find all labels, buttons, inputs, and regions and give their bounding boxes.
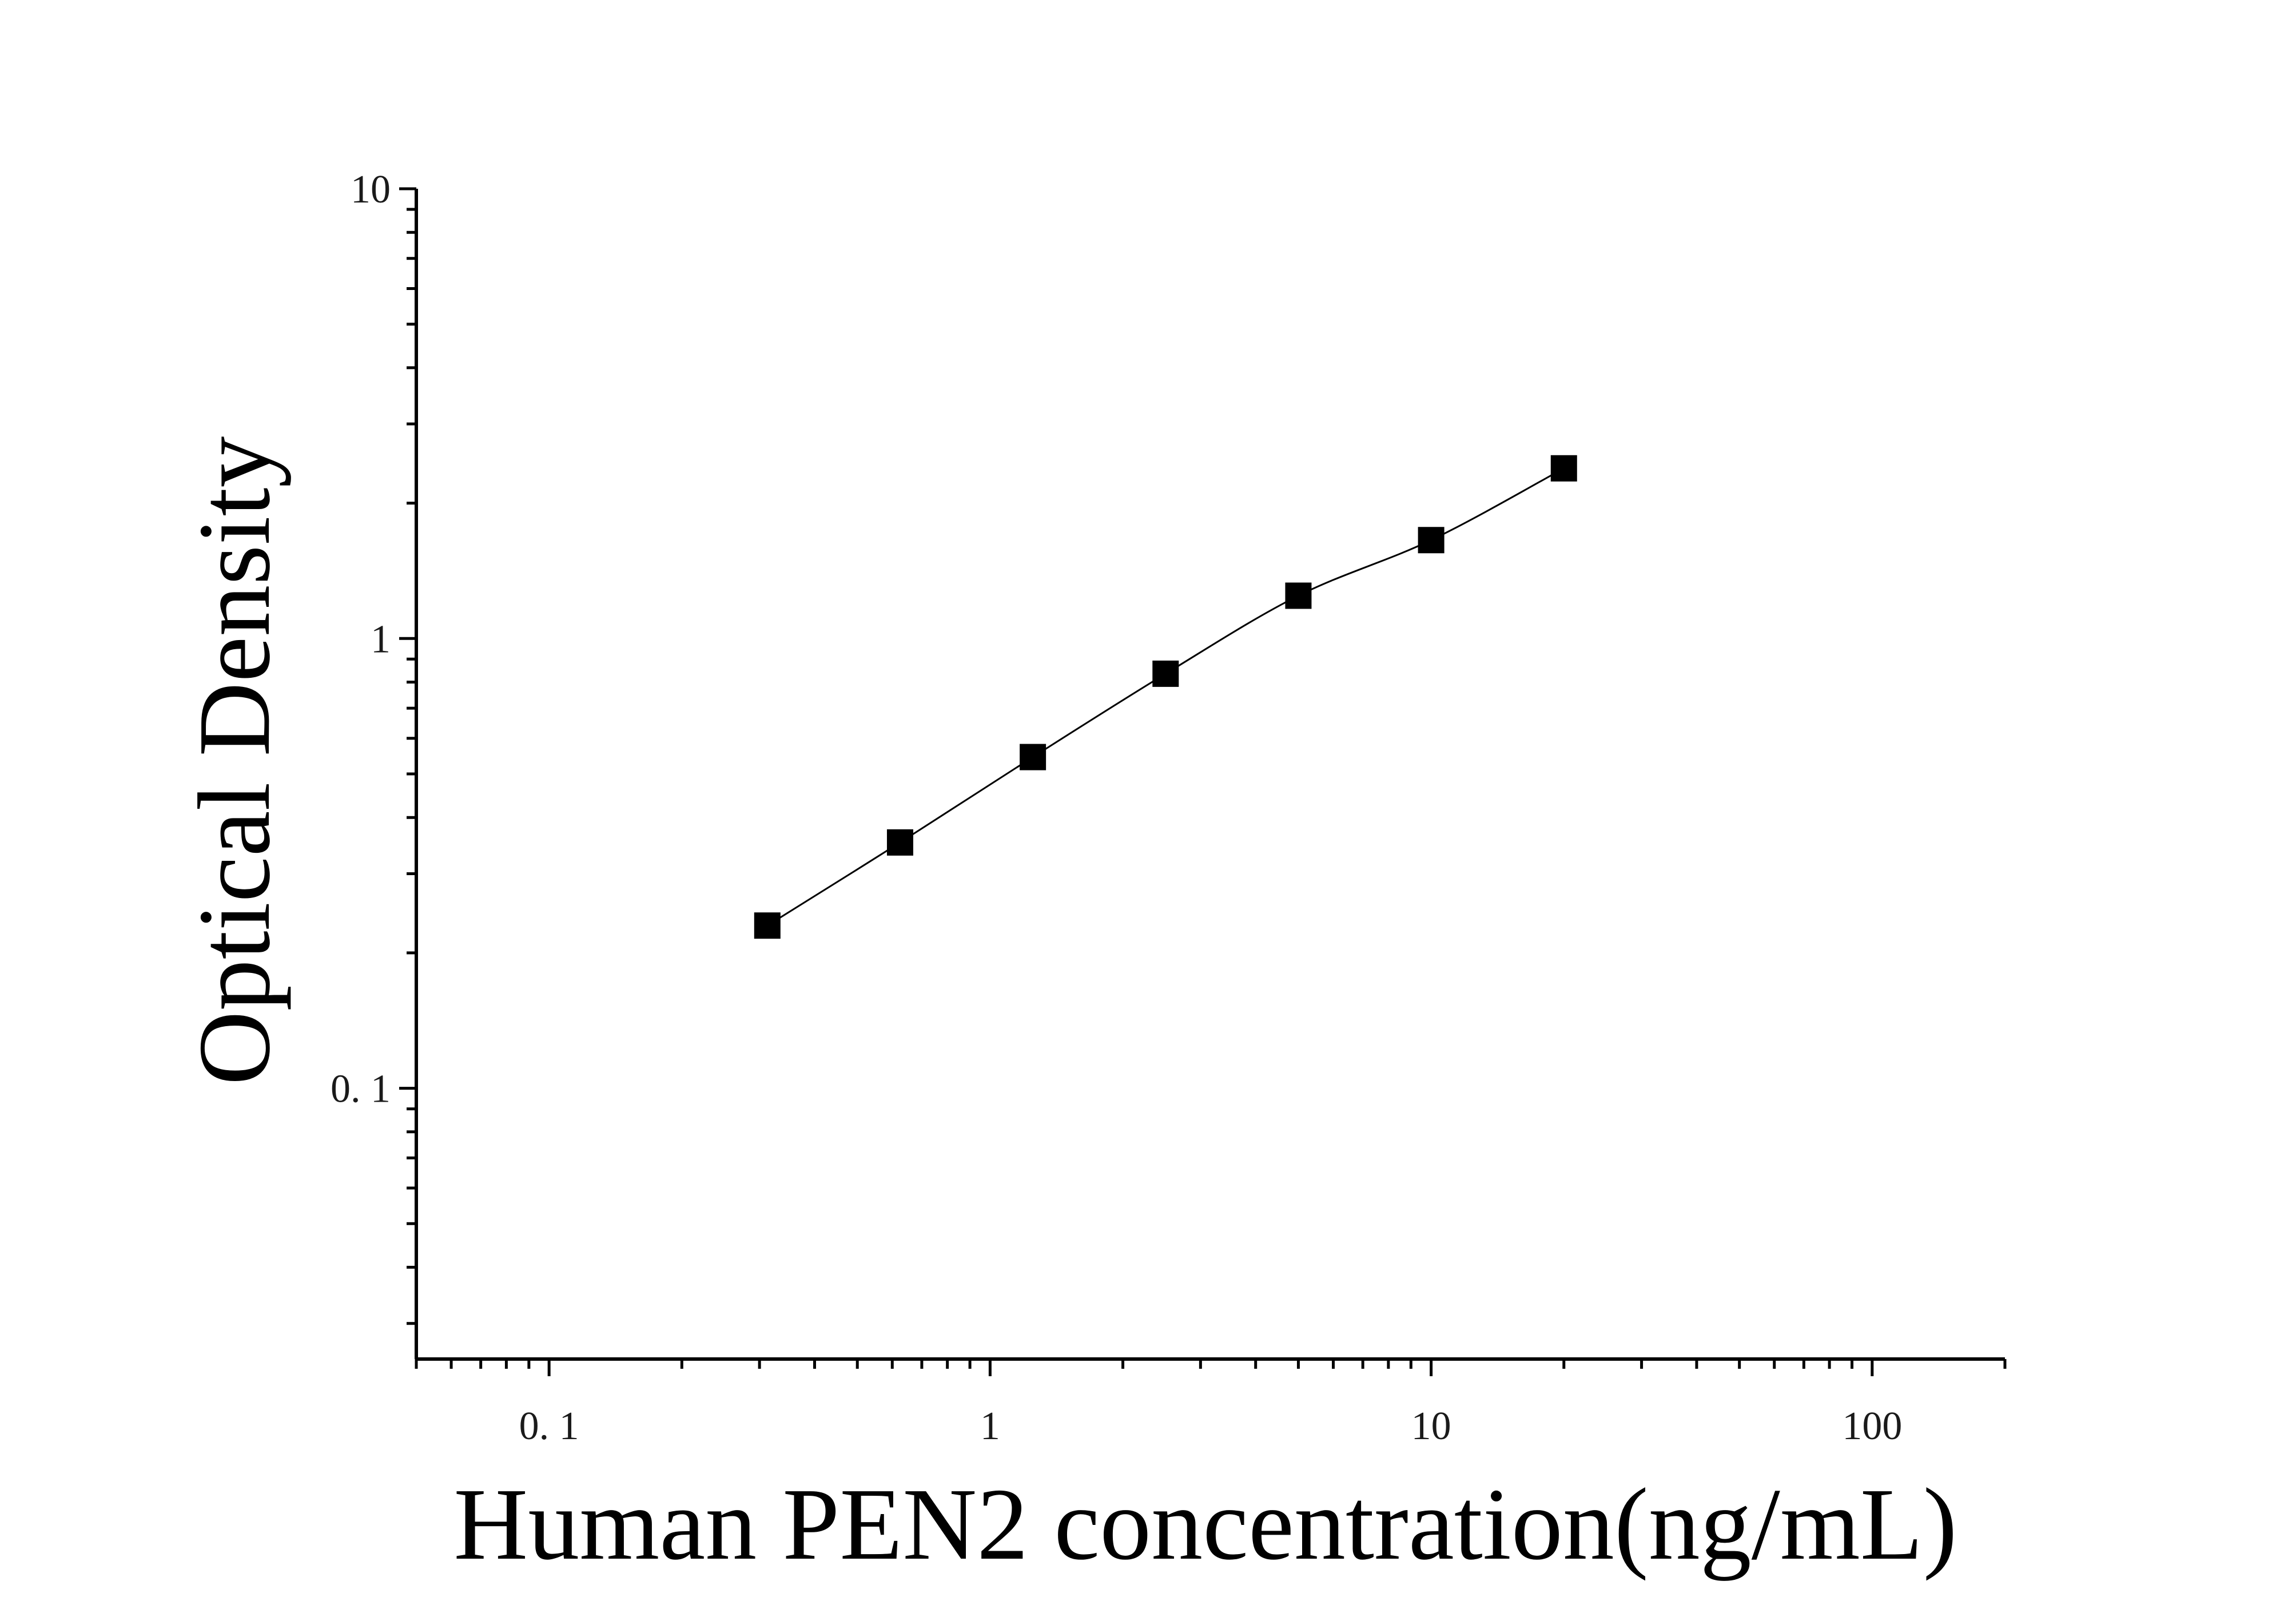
data-point bbox=[1152, 660, 1179, 687]
data-point bbox=[886, 829, 913, 856]
data-point bbox=[1418, 527, 1445, 554]
axes bbox=[415, 189, 2005, 1361]
data-point bbox=[1020, 744, 1046, 770]
x-axis-title: Human PEN2 concentration(ng/mL) bbox=[453, 1467, 1957, 1581]
tick-labels: 0. 1 1 10 100 10 1 0. 1 bbox=[331, 168, 1902, 1448]
x-tick-label: 100 bbox=[1842, 1404, 1902, 1448]
y-tick-label: 10 bbox=[351, 168, 391, 212]
data-points bbox=[754, 455, 1577, 939]
x-tick-label: 1 bbox=[980, 1404, 1000, 1448]
x-tick-label: 10 bbox=[1411, 1404, 1451, 1448]
ticks bbox=[399, 187, 2007, 1376]
y-tick-label: 1 bbox=[371, 617, 391, 661]
data-point bbox=[754, 912, 781, 939]
data-point bbox=[1285, 582, 1312, 609]
data-point bbox=[1550, 455, 1577, 482]
fit-curve-path bbox=[767, 467, 1565, 927]
x-tick-label: 0. 1 bbox=[519, 1404, 579, 1448]
y-axis-title: Optical Density bbox=[177, 436, 291, 1086]
fit-curve bbox=[767, 467, 1565, 927]
y-tick-label: 0. 1 bbox=[331, 1067, 391, 1111]
